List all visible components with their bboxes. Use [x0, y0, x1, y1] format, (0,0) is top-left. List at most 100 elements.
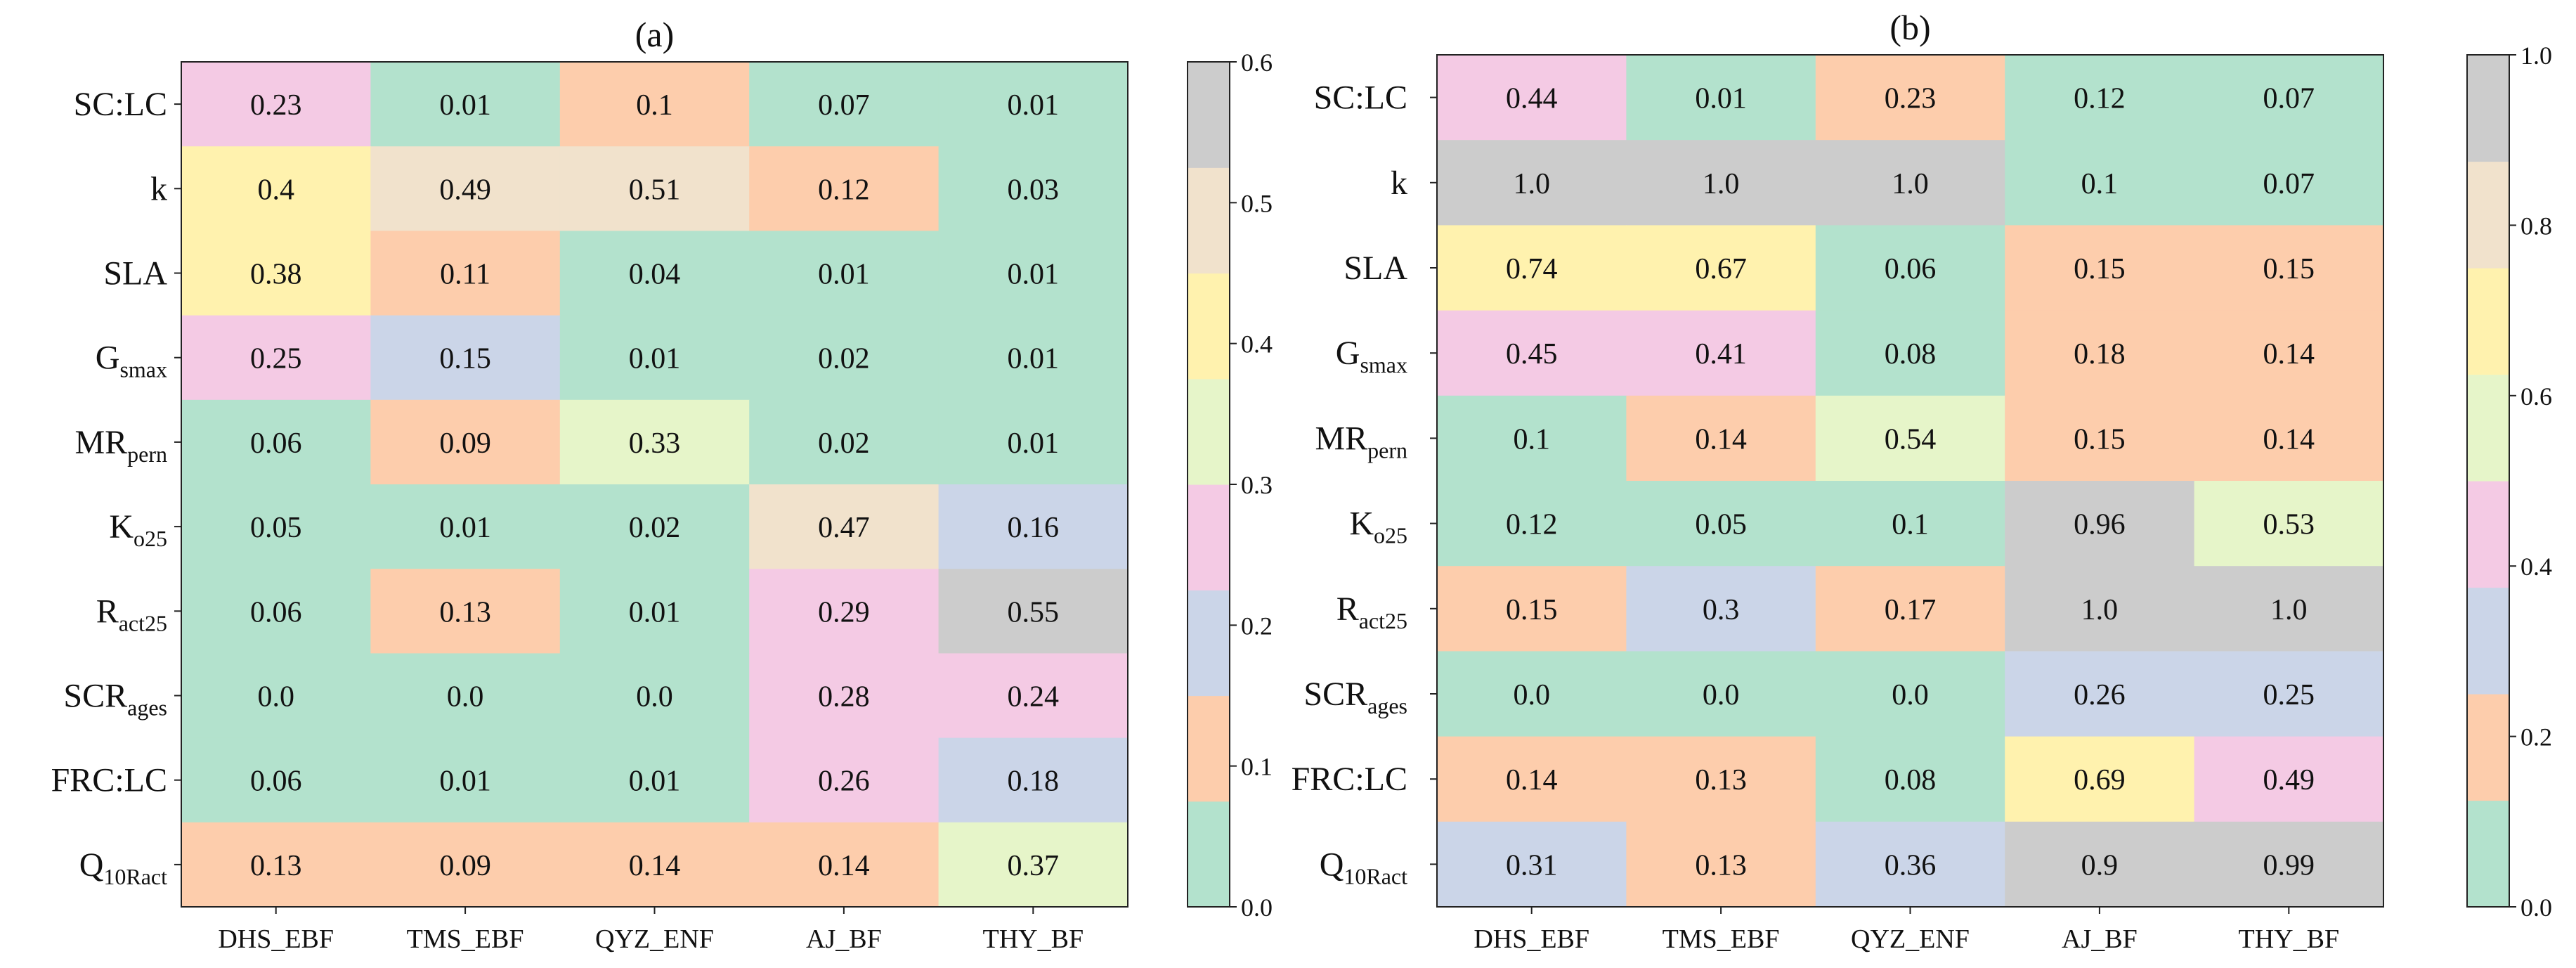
cell-label: 0.1: [1513, 423, 1550, 456]
cell-label: 0.0: [257, 681, 294, 714]
heatmap-cell: [2194, 395, 2384, 482]
cell-label: 0.51: [629, 174, 681, 206]
cell-label: 0.01: [818, 259, 870, 291]
row-label: FRC:LC: [1292, 761, 1407, 798]
row-label-subscript: 10Ract: [103, 864, 167, 889]
cell-label: 0.0: [636, 681, 673, 714]
row-label-base: k: [1391, 164, 1407, 202]
colorbar-tick-label: 0.4: [1241, 330, 1273, 359]
row-label: Ko25: [1349, 505, 1407, 548]
row-label: Ract25: [96, 593, 167, 635]
heatmap-cell: [181, 484, 371, 569]
cell-label: 0.05: [1695, 509, 1747, 541]
cell-label: 0.02: [629, 512, 681, 544]
heatmap-cell: [938, 231, 1128, 316]
cell-label: 0.07: [818, 89, 870, 122]
cell-label: 0.01: [1008, 259, 1060, 291]
row-label-subscript: 10Ract: [1344, 863, 1407, 889]
cell-label: 0.01: [629, 596, 681, 628]
cell-label: 0.1: [2081, 168, 2119, 200]
row-label: k: [1391, 164, 1407, 202]
cell-label: 0.0: [1892, 679, 1929, 711]
cell-label: 0.01: [439, 89, 491, 122]
heatmap-cell: [559, 315, 750, 401]
cell-label: 0.54: [1885, 423, 1937, 456]
cell-label: 0.25: [250, 343, 302, 375]
heatmap-cell: [1437, 225, 1627, 311]
row-label-base: SLA: [103, 255, 167, 292]
cell-label: 0.15: [2074, 423, 2126, 456]
row-label-base: R: [96, 593, 119, 630]
cell-label: 0.12: [2074, 83, 2126, 115]
cell-label: 0.13: [250, 850, 302, 882]
cell-label: 0.08: [1885, 764, 1937, 796]
row-label: SLA: [1344, 250, 1407, 287]
column-label: QYZ_ENF: [595, 924, 714, 954]
cell-label: 0.36: [1885, 849, 1937, 882]
heatmap-cell: [1626, 821, 1816, 908]
heatmap-cell: [1437, 566, 1627, 652]
row-label-subscript: o25: [1374, 523, 1407, 548]
cell-label: 0.29: [818, 596, 870, 628]
row-label: SC:LC: [74, 86, 167, 123]
cell-label: 0.53: [2263, 509, 2315, 541]
colorbar-segment: [2467, 268, 2509, 375]
row-label-subscript: ages: [1367, 693, 1407, 718]
row-label: Ract25: [1336, 591, 1407, 633]
heatmap-cell: [370, 569, 561, 654]
cell-label: 0.47: [818, 512, 870, 544]
colorbar-tick-label: 0.8: [2520, 212, 2552, 240]
cell-label: 0.07: [2263, 83, 2315, 115]
cell-label: 0.15: [2074, 253, 2126, 285]
row-label-base: Q: [79, 846, 104, 884]
colorbar-segment: [2467, 694, 2509, 801]
heatmap-cell: [938, 62, 1128, 147]
heatmap-cell: [1815, 481, 2005, 567]
cell-label: 0.37: [1008, 850, 1060, 882]
cell-label: 0.26: [818, 766, 870, 798]
cell-label: 0.24: [1008, 681, 1060, 714]
column-label: DHS_EBF: [1474, 924, 1589, 954]
heatmap-cell: [181, 146, 371, 231]
cell-label: 0.09: [439, 427, 491, 460]
colorbar-segment: [1188, 590, 1230, 697]
heatmap-cell: [1815, 140, 2005, 226]
cell-label: 0.49: [2263, 764, 2315, 796]
row-label-base: FRC:LC: [51, 762, 167, 799]
row-label: SLA: [103, 255, 167, 292]
heatmap-cell: [559, 737, 750, 823]
colorbar-frame: [2466, 54, 2510, 908]
cell-label: 0.06: [250, 427, 302, 460]
heatmap-cell: [1437, 140, 1627, 226]
heatmap-cell: [1626, 395, 1816, 482]
heatmap-cell: [370, 822, 561, 908]
row-label: MRpern: [74, 424, 167, 467]
heatmap-cell: [1815, 395, 2005, 482]
heatmap-cell: [749, 146, 939, 231]
cell-label: 0.06: [1885, 253, 1937, 285]
row-label: SCRages: [63, 678, 167, 721]
cell-label: 0.28: [818, 681, 870, 714]
heatmap-cell: [559, 653, 750, 739]
cell-label: 0.14: [1695, 423, 1747, 456]
cell-label: 0.15: [439, 343, 491, 375]
heatmap-cell: [1626, 566, 1816, 652]
cell-label: 0.45: [1506, 338, 1558, 370]
colorbar-segment: [2467, 587, 2509, 695]
column-label: DHS_EBF: [218, 924, 334, 954]
heatmap-cell: [749, 569, 939, 654]
heatmap-cell: [181, 399, 371, 485]
heatmap-cell: [2005, 566, 2195, 652]
cell-label: 0.69: [2074, 764, 2126, 796]
heatmap-cell: [1626, 481, 1816, 567]
heatmap-cell: [559, 484, 750, 569]
heatmap-cell: [2005, 481, 2195, 567]
heatmap-cell: [370, 737, 561, 823]
colorbar-tick-label: 0.2: [1241, 612, 1273, 640]
colorbar-segment: [1188, 484, 1230, 591]
heatmap-cell: [749, 822, 939, 908]
cell-label: 0.14: [1506, 764, 1558, 796]
heatmap-cell: [1626, 310, 1816, 396]
cell-label: 0.0: [1513, 679, 1550, 711]
